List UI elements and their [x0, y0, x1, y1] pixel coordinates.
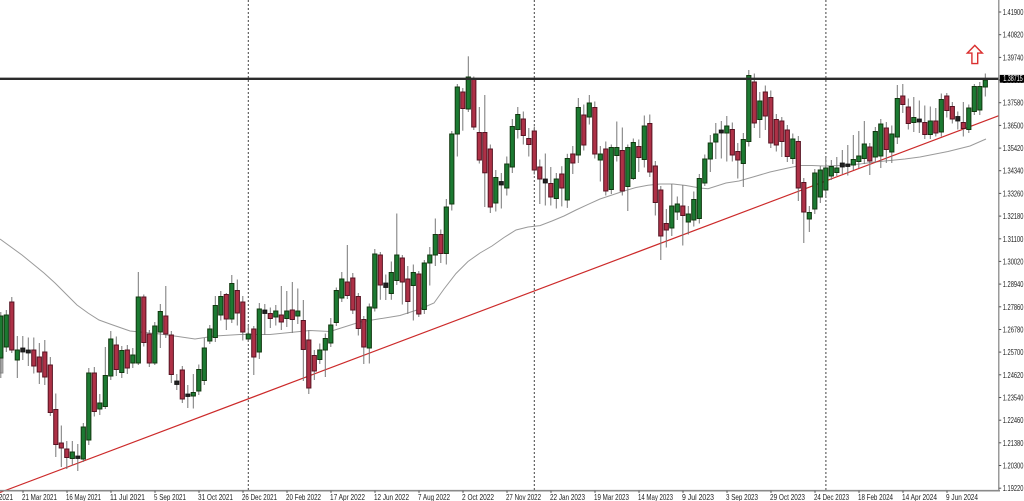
svg-text:22 Jan 2023: 22 Jan 2023: [550, 492, 585, 501]
svg-text:14 May 2023: 14 May 2023: [638, 492, 673, 501]
svg-text:3 Sep 2023: 3 Sep 2023: [726, 492, 758, 501]
svg-text:18 Feb 2024: 18 Feb 2024: [858, 492, 893, 501]
svg-text:24 Dec 2023: 24 Dec 2023: [814, 492, 849, 501]
svg-text:1.33260: 1.33260: [1003, 188, 1024, 198]
svg-text:7 Aug 2022: 7 Aug 2022: [418, 492, 450, 501]
svg-text:24 Jan 2021: 24 Jan 2021: [0, 492, 13, 501]
svg-text:17 Apr 2022: 17 Apr 2022: [330, 492, 365, 501]
svg-text:1.19220: 1.19220: [1003, 483, 1024, 493]
svg-text:1.32180: 1.32180: [1003, 211, 1024, 221]
svg-text:1.20300: 1.20300: [1003, 461, 1024, 471]
svg-text:31 Oct 2021: 31 Oct 2021: [198, 492, 233, 501]
svg-text:1.37580: 1.37580: [1003, 98, 1024, 108]
svg-text:1.31100: 1.31100: [1003, 234, 1024, 244]
svg-text:1.38715: 1.38715: [1003, 74, 1023, 83]
svg-text:5 Sep 2021: 5 Sep 2021: [154, 492, 186, 501]
svg-text:14 Apr 2024: 14 Apr 2024: [902, 492, 937, 501]
svg-text:1.27860: 1.27860: [1003, 302, 1024, 312]
svg-text:1.41900: 1.41900: [1003, 7, 1024, 17]
svg-text:29 Oct 2023: 29 Oct 2023: [770, 492, 805, 501]
svg-text:20 Feb 2022: 20 Feb 2022: [286, 492, 321, 501]
svg-text:9 Jul 2023: 9 Jul 2023: [682, 492, 714, 501]
svg-text:1.23540: 1.23540: [1003, 393, 1024, 403]
svg-text:1.35420: 1.35420: [1003, 143, 1024, 153]
svg-text:2 Oct 2022: 2 Oct 2022: [462, 492, 494, 501]
svg-text:1.40820: 1.40820: [1003, 30, 1024, 40]
svg-text:1.25700: 1.25700: [1003, 347, 1024, 357]
svg-text:12 Jun 2022: 12 Jun 2022: [374, 492, 409, 501]
svg-text:1.21380: 1.21380: [1003, 438, 1024, 448]
svg-text:27 Nov 2022: 27 Nov 2022: [506, 492, 541, 501]
svg-text:19 Mar 2023: 19 Mar 2023: [594, 492, 629, 501]
svg-text:1.28940: 1.28940: [1003, 279, 1024, 289]
svg-text:1.26780: 1.26780: [1003, 325, 1024, 335]
svg-text:1.22460: 1.22460: [1003, 415, 1024, 425]
svg-text:11 Jul 2021: 11 Jul 2021: [110, 492, 145, 501]
svg-text:1.24620: 1.24620: [1003, 370, 1024, 380]
svg-text:1.30020: 1.30020: [1003, 256, 1024, 266]
svg-text:1.39740: 1.39740: [1003, 52, 1024, 62]
svg-text:26 Dec 2021: 26 Dec 2021: [242, 492, 277, 501]
svg-text:1.34340: 1.34340: [1003, 166, 1024, 176]
svg-text:16 May 2021: 16 May 2021: [66, 492, 101, 501]
svg-text:9 Jun 2024: 9 Jun 2024: [946, 492, 978, 501]
svg-text:1.36500: 1.36500: [1003, 120, 1024, 130]
svg-text:21 Mar 2021: 21 Mar 2021: [22, 492, 57, 501]
